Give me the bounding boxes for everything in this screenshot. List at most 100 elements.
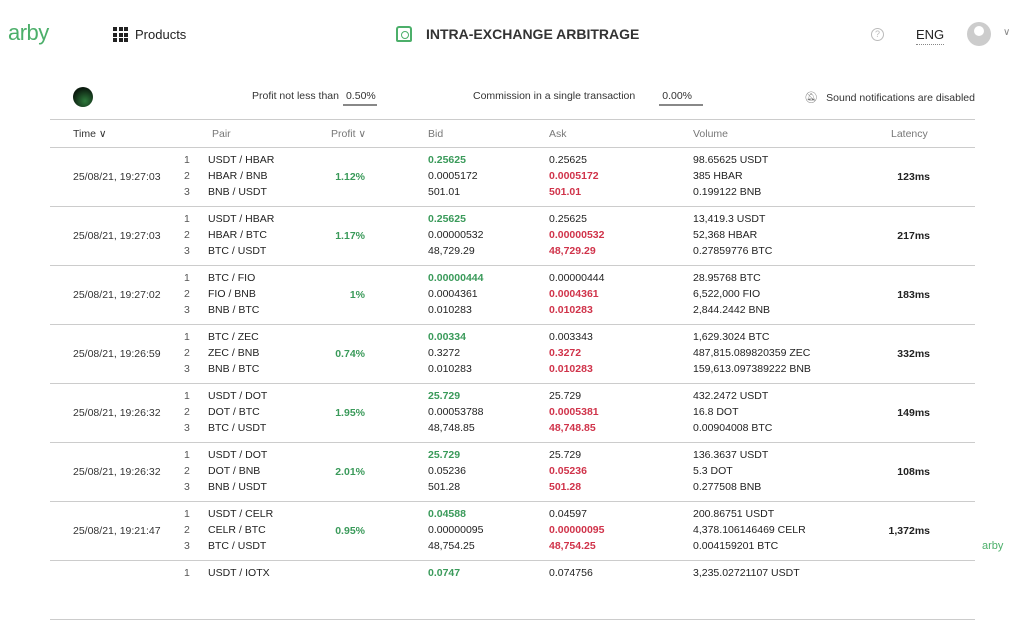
leg-bid: 0.010283 [428, 363, 472, 375]
leg-bid: 0.05236 [428, 465, 466, 477]
leg-number: 3 [184, 481, 190, 493]
language-selector[interactable]: ENG [916, 27, 945, 45]
products-menu-button[interactable]: Products [113, 27, 186, 42]
arby-logo[interactable]: arby [8, 20, 49, 45]
row-profit: 0.95% [335, 525, 365, 537]
table-row[interactable]: 25/08/21, 19:26:59 0.74% 332ms 1 BTC / Z… [50, 325, 975, 384]
commission-filter: Commission in a single transaction 0.00% [473, 90, 704, 106]
trade-leg: 2 DOT / BNB 0.05236 0.05236 5.3 DOT [50, 465, 975, 481]
leg-volume: 487,815.089820359 ZEC [693, 347, 811, 359]
arbitrage-table: Time ∨ Pair Profit ∨ Bid Ask Volume Late… [50, 119, 975, 620]
row-profit: 1% [349, 289, 365, 301]
trade-leg: 3 BTC / USDT 48,729.29 48,729.29 0.27859… [50, 245, 975, 261]
leg-number: 2 [184, 347, 190, 359]
leg-pair: DOT / BTC [208, 406, 260, 418]
leg-pair: BNB / USDT [208, 186, 267, 198]
leg-volume: 2,844.2442 BNB [693, 304, 771, 316]
table-row[interactable]: 25/08/21, 19:27:02 1% 183ms 1 BTC / FIO … [50, 266, 975, 325]
table-row[interactable]: 25/08/21, 19:26:32 1.95% 149ms 1 USDT / … [50, 384, 975, 443]
row-time: 25/08/21, 19:26:59 [73, 348, 161, 360]
trade-leg: 1 BTC / ZEC 0.00334 0.003343 1,629.3024 … [50, 331, 975, 347]
leg-pair: USDT / HBAR [208, 154, 275, 166]
row-latency: 149ms [897, 407, 930, 419]
leg-number: 3 [184, 245, 190, 257]
leg-number: 1 [184, 390, 190, 402]
leg-bid: 0.0005172 [428, 170, 478, 182]
leg-number: 2 [184, 524, 190, 536]
table-row[interactable]: 25/08/21, 19:26:32 2.01% 108ms 1 USDT / … [50, 443, 975, 502]
leg-number: 3 [184, 363, 190, 375]
table-header: Time ∨ Pair Profit ∨ Bid Ask Volume Late… [50, 120, 975, 148]
leg-volume: 1,629.3024 BTC [693, 331, 770, 343]
row-time: 25/08/21, 19:27:03 [73, 171, 161, 183]
leg-number: 1 [184, 449, 190, 461]
row-time: 25/08/21, 19:27:03 [73, 230, 161, 242]
leg-ask: 0.00000095 [549, 524, 605, 536]
help-icon[interactable]: ? [871, 28, 884, 41]
leg-volume: 0.00904008 BTC [693, 422, 773, 434]
leg-pair: HBAR / BTC [208, 229, 267, 241]
trade-leg: 1 USDT / IOTX 0.0747 0.074756 3,235.0272… [50, 567, 975, 583]
leg-number: 1 [184, 272, 190, 284]
row-latency: 108ms [897, 466, 930, 478]
leg-volume: 0.004159201 BTC [693, 540, 779, 552]
leg-pair: BTC / USDT [208, 245, 267, 257]
leg-number: 3 [184, 540, 190, 552]
trade-leg: 2 ZEC / BNB 0.3272 0.3272 487,815.089820… [50, 347, 975, 363]
arby-watermark: arby [982, 540, 1004, 552]
leg-bid: 25.729 [428, 449, 461, 461]
trade-leg: 3 BNB / BTC 0.010283 0.010283 2,844.2442… [50, 304, 975, 320]
leg-ask: 0.010283 [549, 363, 593, 375]
trade-leg: 3 BNB / USDT 501.01 501.01 0.199122 BNB [50, 186, 975, 202]
col-profit[interactable]: Profit ∨ [331, 128, 367, 140]
commission-input[interactable]: 0.00% [659, 90, 704, 106]
leg-ask: 0.00000532 [549, 229, 605, 241]
user-avatar[interactable] [967, 22, 991, 46]
trade-leg: 1 USDT / DOT 25.729 25.729 136.3637 USDT [50, 449, 975, 465]
leg-ask: 0.25625 [549, 154, 587, 166]
leg-number: 1 [184, 213, 190, 225]
leg-bid: 0.00053788 [428, 406, 484, 418]
leg-bid: 48,748.85 [428, 422, 475, 434]
leg-volume: 13,419.3 USDT [693, 213, 766, 225]
leg-volume: 52,368 HBAR [693, 229, 758, 241]
leg-pair: ZEC / BNB [208, 347, 260, 359]
leg-bid: 25.729 [428, 390, 461, 402]
leg-pair: BNB / USDT [208, 481, 267, 493]
leg-number: 1 [184, 331, 190, 343]
sound-toggle[interactable]: 🔕︎ Sound notifications are disabled [804, 91, 975, 105]
leg-pair: USDT / CELR [208, 508, 274, 520]
leg-bid: 0.00000444 [428, 272, 484, 284]
leg-pair: BNB / BTC [208, 363, 260, 375]
leg-volume: 200.86751 USDT [693, 508, 775, 520]
row-time: 25/08/21, 19:26:32 [73, 407, 161, 419]
row-profit: 2.01% [335, 466, 365, 478]
table-row[interactable]: 1 USDT / IOTX 0.0747 0.074756 3,235.0272… [50, 561, 975, 620]
radar-status-icon [73, 87, 93, 107]
col-time[interactable]: Time ∨ [73, 128, 107, 140]
row-latency: 217ms [897, 230, 930, 242]
chevron-down-icon[interactable]: ∨ [1003, 27, 1011, 38]
row-time: 25/08/21, 19:21:47 [73, 525, 161, 537]
leg-volume: 0.27859776 BTC [693, 245, 773, 257]
leg-ask: 0.010283 [549, 304, 593, 316]
table-row[interactable]: 25/08/21, 19:27:03 1.12% 123ms 1 USDT / … [50, 148, 975, 207]
profit-filter-input[interactable]: 0.50% [342, 90, 377, 106]
leg-bid: 48,729.29 [428, 245, 475, 257]
leg-volume: 16.8 DOT [693, 406, 739, 418]
row-latency: 332ms [897, 348, 930, 360]
leg-volume: 432.2472 USDT [693, 390, 769, 402]
leg-ask: 0.04597 [549, 508, 587, 520]
leg-pair: BTC / USDT [208, 540, 267, 552]
leg-number: 2 [184, 406, 190, 418]
table-row[interactable]: 25/08/21, 19:21:47 0.95% 1,372ms 1 USDT … [50, 502, 975, 561]
leg-ask: 48,748.85 [549, 422, 596, 434]
leg-bid: 501.28 [428, 481, 461, 493]
table-row[interactable]: 25/08/21, 19:27:03 1.17% 217ms 1 USDT / … [50, 207, 975, 266]
leg-pair: CELR / BTC [208, 524, 266, 536]
row-profit: 1.95% [335, 407, 365, 419]
leg-ask: 0.05236 [549, 465, 587, 477]
leg-ask: 0.25625 [549, 213, 587, 225]
trade-leg: 3 BNB / USDT 501.28 501.28 0.277508 BNB [50, 481, 975, 497]
row-profit: 1.17% [335, 230, 365, 242]
